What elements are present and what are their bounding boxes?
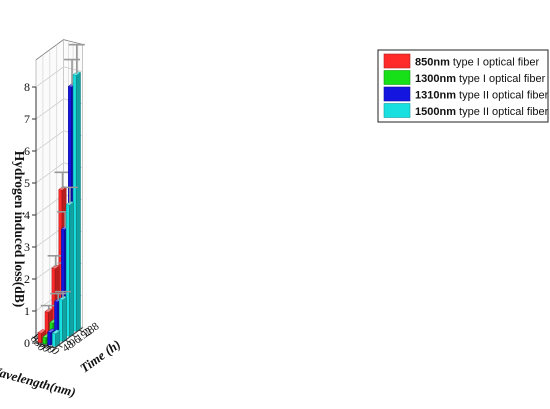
bar-front-face — [52, 332, 56, 347]
y-axis-line — [54, 327, 83, 349]
z-tick-label: 7 — [24, 112, 30, 126]
legend-label-rest: type II optical fiber — [456, 90, 549, 102]
legend-label: 1300nm type I optical fiber — [415, 73, 546, 85]
legend-label: 1310nm type II optical fiber — [415, 90, 549, 102]
z-tick-label: 4 — [24, 208, 30, 222]
z-tick-label: 0 — [24, 336, 30, 350]
bar — [37, 329, 47, 344]
bar-front-face — [37, 332, 42, 344]
x-axis-title: Wavelength(nm) — [0, 362, 77, 399]
bar — [51, 329, 61, 348]
legend-label: 850nm type I optical fiber — [415, 57, 539, 69]
bars — [37, 43, 85, 348]
z-tick-label: 8 — [24, 80, 30, 94]
z-tick-label: 1 — [24, 304, 30, 318]
bar — [61, 186, 78, 337]
bar-top-face — [47, 328, 56, 333]
bar-front-face — [42, 336, 47, 345]
legend-label-lead: 1300nm — [415, 73, 456, 85]
z-axis-title: Hydrogen induced loss(dB) — [12, 151, 27, 308]
bar — [68, 43, 85, 332]
bar-top-face — [58, 295, 68, 301]
bar-side-face — [62, 296, 67, 343]
legend-swatch — [383, 70, 411, 85]
legend-label-rest: type II optical fiber — [456, 106, 549, 118]
legend-label-rest: type I optical fiber — [456, 73, 546, 85]
y-tick — [78, 329, 84, 333]
z-tick-label: 3 — [24, 240, 30, 254]
bar-front-face — [47, 331, 52, 346]
bar-side-face — [69, 201, 74, 337]
bar-top-face — [44, 308, 53, 313]
legend-label-lead: 1500nm — [415, 106, 456, 118]
y-tick — [58, 344, 63, 348]
bar-top-face — [37, 329, 47, 334]
bar-side-face — [75, 71, 81, 332]
x-axis-line — [35, 342, 56, 349]
legend-swatch — [383, 86, 411, 102]
legend-label-lead: 1310nm — [415, 90, 456, 102]
bar-top-face — [51, 329, 61, 335]
bar — [54, 290, 71, 343]
legend-label-rest: type I optical fiber — [450, 57, 540, 69]
y-tick — [72, 334, 77, 338]
y-tick — [65, 339, 70, 343]
z-axis: 0 1 2 3 4 5 6 7 8 Hydrogen induced loss(dB) — [12, 80, 37, 350]
legend-label: 1500nm type II optical fiber — [415, 106, 549, 118]
legend-swatch — [383, 103, 411, 118]
z-tick-label: 5 — [24, 176, 30, 190]
legend-label-lead: 850nm — [415, 57, 450, 69]
z-tick-label: 2 — [24, 272, 30, 286]
z-tick-label: 6 — [24, 144, 30, 158]
legend-swatch — [383, 53, 411, 69]
bar-top-face — [72, 71, 82, 76]
